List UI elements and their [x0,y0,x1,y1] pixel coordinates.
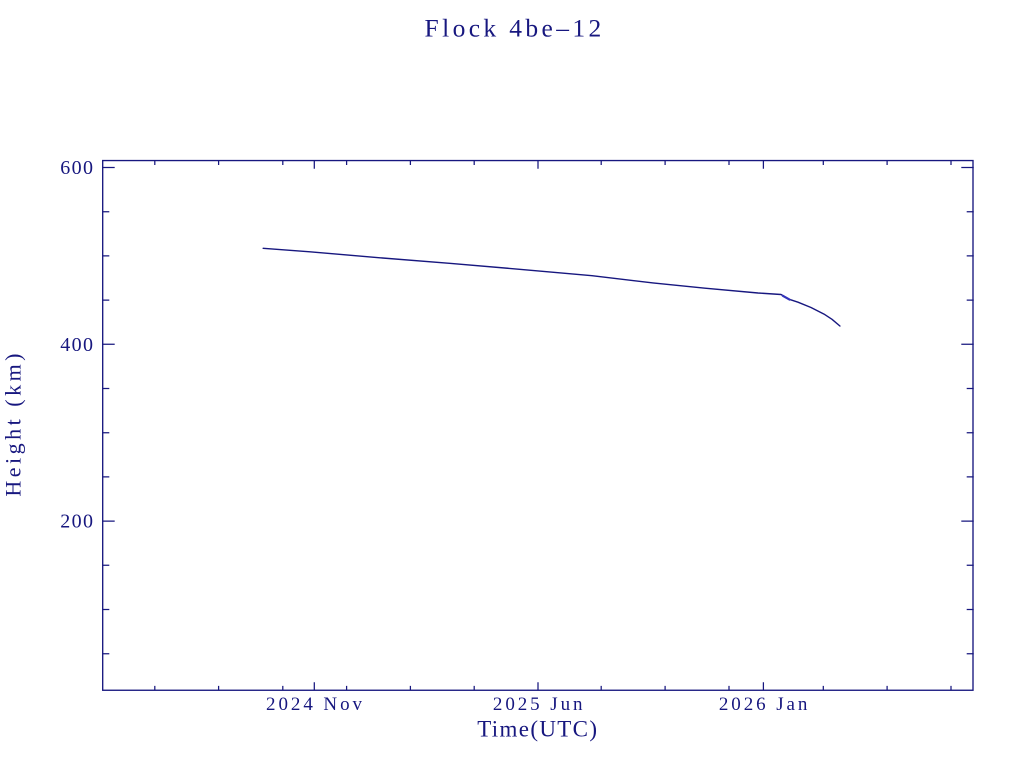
svg-text:Height (km): Height (km) [1,350,26,497]
svg-text:2025 Jun: 2025 Jun [493,694,586,715]
svg-text:Time(UTC): Time(UTC) [477,717,598,742]
svg-text:400: 400 [60,334,94,356]
svg-text:2024 Nov: 2024 Nov [266,694,365,715]
svg-text:600: 600 [60,157,94,179]
svg-text:200: 200 [60,511,94,533]
svg-text:Flock 4be–12: Flock 4be–12 [425,14,605,43]
svg-text:2026 Jan: 2026 Jan [719,694,811,715]
